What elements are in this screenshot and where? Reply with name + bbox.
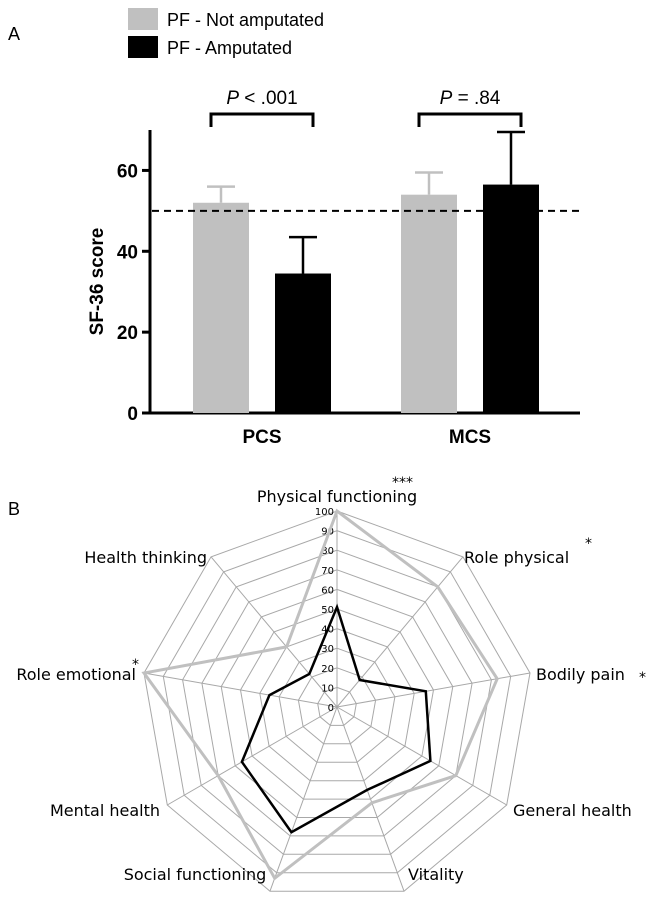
radar-axis-label: Social functioning xyxy=(124,865,267,884)
radar-grid-ring xyxy=(162,530,512,874)
radar-spoke xyxy=(336,706,405,892)
bar xyxy=(275,273,331,413)
radar-series-line xyxy=(240,603,432,834)
significance-mark: *** xyxy=(392,475,413,491)
bar xyxy=(401,194,457,413)
legend-swatch-not-amputated xyxy=(128,8,158,30)
legend-label-not-amputated: PF - Not amputated xyxy=(167,10,324,30)
radar-axis-label: Bodily pain xyxy=(536,665,625,684)
radar-spoke xyxy=(143,672,338,708)
bar-chart: 0 20 40 60 SF-36 score PCS MCS P < .001 P = .84 xyxy=(87,88,580,448)
p-value-label: P < .001 xyxy=(226,88,297,109)
radar-axis-label: Physical functioning xyxy=(257,487,417,506)
significance-mark: * xyxy=(639,670,646,686)
radar-tick-label: 70 xyxy=(321,566,334,577)
significance-mark: * xyxy=(585,536,592,552)
radar-spoke xyxy=(336,706,507,806)
panel-a-label: A xyxy=(8,24,20,44)
x-tick-label: PCS xyxy=(242,427,281,448)
radar-grid-ring xyxy=(259,628,415,782)
radar-axis-label: Vitality xyxy=(408,865,464,884)
y-tick-label: 20 xyxy=(117,323,138,344)
radar-tick-label: 50 xyxy=(321,605,334,616)
y-tick-label: 60 xyxy=(117,161,138,182)
y-axis-label: SF-36 score xyxy=(87,228,108,336)
radar-tick-label: 10 xyxy=(321,683,334,694)
y-tick-label: 40 xyxy=(117,242,138,263)
radar-grid-ring xyxy=(317,686,357,726)
radar-series-line xyxy=(141,508,499,881)
radar-tick-label: 100 xyxy=(315,507,334,518)
radar-axis-label: General health xyxy=(513,801,632,820)
radar-tick-label: 80 xyxy=(321,546,334,557)
significance-mark: * xyxy=(132,657,139,673)
p-value-label: P = .84 xyxy=(440,88,501,109)
radar-tick-label: 20 xyxy=(321,664,334,675)
legend-label-amputated: PF - Amputated xyxy=(167,38,292,58)
panel-b-label: B xyxy=(8,499,20,519)
radar-grid-ring xyxy=(220,588,454,818)
radar-spoke xyxy=(210,556,338,708)
radar-spoke xyxy=(167,706,338,806)
radar-spoke xyxy=(336,672,531,708)
y-tick-label: 0 xyxy=(127,404,138,425)
radar-grid-ring xyxy=(239,608,435,800)
radar-grid-ring xyxy=(297,667,377,745)
radar-axis-label: Role emotional xyxy=(16,665,136,684)
significance-bracket xyxy=(209,112,315,127)
radar-tick-label: 0 xyxy=(328,703,334,714)
radar-axis-label: Health thinking xyxy=(84,548,207,567)
radar-grid-ring xyxy=(143,510,531,892)
radar-axis-label: Role physical xyxy=(464,548,569,567)
radar-tick-label: 30 xyxy=(321,644,334,655)
bar xyxy=(483,184,539,413)
radar-spoke xyxy=(269,706,338,892)
radar-grid-ring xyxy=(182,549,492,855)
radar-tick-label: 60 xyxy=(321,585,334,596)
radar-axis-label: Mental health xyxy=(50,801,160,820)
x-tick-label: MCS xyxy=(449,427,491,448)
significance-bracket xyxy=(417,112,523,127)
bar xyxy=(193,202,249,413)
legend-swatch-amputated xyxy=(128,36,158,58)
radar-spoke xyxy=(336,556,464,708)
radar-grid-ring xyxy=(278,647,396,763)
radar-grid-ring xyxy=(201,569,473,837)
